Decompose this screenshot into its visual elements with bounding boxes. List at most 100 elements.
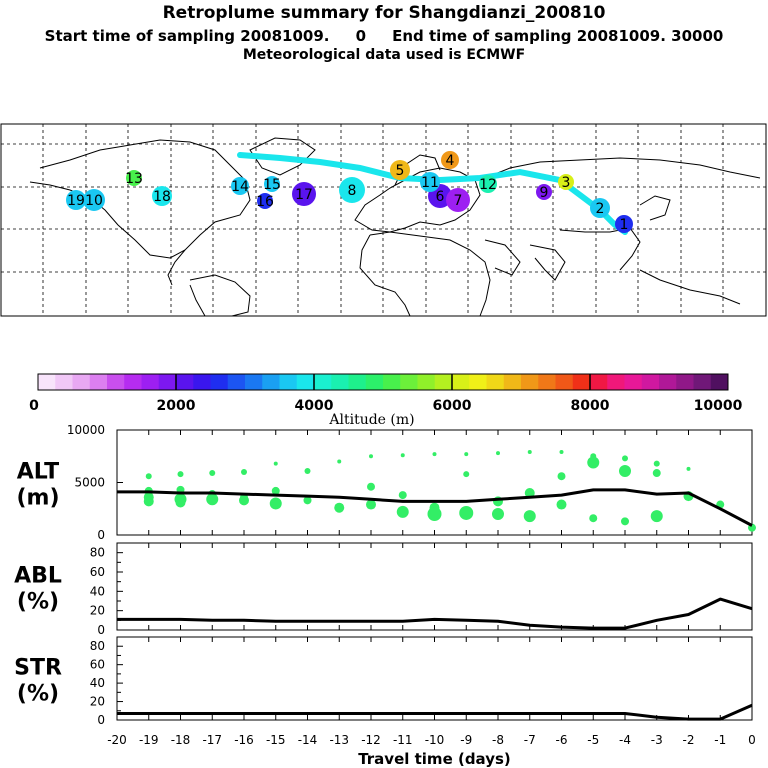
y-tick-label: 60 <box>90 658 105 672</box>
x-tick-label: -12 <box>361 733 381 747</box>
colorbar-box <box>296 374 315 390</box>
x-tick-label: -4 <box>619 733 631 747</box>
colorbar-box <box>607 374 625 390</box>
colorbar-box <box>331 374 349 390</box>
plume-day-label: 4 <box>446 153 455 169</box>
sampling-time-text: Start time of sampling 20081009. 0 End t… <box>44 27 724 45</box>
altitude-dot <box>492 508 504 520</box>
altitude-dot <box>241 469 247 475</box>
altitude-dot <box>175 497 186 508</box>
colorbar-box <box>158 374 177 390</box>
x-tick-label: -5 <box>587 733 599 747</box>
y-tick-label: 80 <box>90 639 105 653</box>
colorbar-box <box>245 374 263 390</box>
colorbar-box <box>89 374 108 390</box>
colorbar-box <box>72 374 91 390</box>
plume-day-label: 5 <box>396 163 405 179</box>
colorbar-box <box>659 374 677 390</box>
colorbar-box <box>262 374 280 390</box>
plume-bubble <box>83 189 105 211</box>
x-tick-label: -15 <box>266 733 286 747</box>
plume-bubble <box>420 172 440 192</box>
altitude-dot <box>459 505 474 520</box>
colorbar-tick-label: 4000 <box>295 398 334 414</box>
altitude-dot <box>427 507 442 521</box>
map-frame <box>0 123 767 317</box>
y-tick-label: 20 <box>90 695 105 709</box>
colorbar-box <box>124 374 142 390</box>
x-tick-label: -1 <box>714 733 726 747</box>
panel-frame <box>116 542 753 631</box>
colorbar-box <box>141 374 160 390</box>
altitude-dot <box>209 470 216 477</box>
altitude-dot <box>398 491 407 500</box>
plume-day-label: 17 <box>295 187 313 203</box>
y-tick-label: 60 <box>90 565 105 579</box>
x-tick-label: -7 <box>524 733 536 747</box>
plume-day-label: 19 <box>67 193 85 209</box>
altitude-dot <box>653 460 660 467</box>
plume-day-label: 15 <box>263 177 281 193</box>
plume-bubble <box>615 215 633 233</box>
colorbar-box <box>555 374 574 390</box>
panel-ylabel-line2: (%) <box>17 682 59 707</box>
colorbar-box <box>434 374 453 390</box>
plume-bubble <box>231 177 249 195</box>
colorbar-box <box>486 374 505 390</box>
panel-frame <box>116 636 753 721</box>
colorbar-tick-label: 6000 <box>433 398 472 414</box>
colorbar-box <box>417 374 436 390</box>
plume-day-label: 3 <box>562 175 571 191</box>
colorbar-box <box>55 374 73 390</box>
plume-bubble <box>590 198 610 218</box>
altitude-dot <box>337 459 342 464</box>
colorbar-box <box>314 374 332 390</box>
chart-title: Retroplume summary for Shangdianzi_20081… <box>162 3 606 23</box>
colorbar-box <box>521 374 539 390</box>
altitude-dot <box>400 453 405 458</box>
plume-day-label: 12 <box>479 177 497 193</box>
y-tick-label: 5000 <box>74 476 105 490</box>
colorbar-box <box>452 374 470 390</box>
plume-day-label: 16 <box>256 194 274 210</box>
altitude-dot <box>621 517 629 526</box>
panel-ylabel-line2: (m) <box>16 486 59 511</box>
plume-day-label: 1 <box>620 217 629 233</box>
y-tick-label: 20 <box>90 604 105 618</box>
plume-bubble <box>152 186 172 206</box>
colorbar-box <box>590 374 608 390</box>
plume-bubble <box>257 193 273 209</box>
plume-bubble <box>264 176 280 192</box>
panel-ylabel-line2: (%) <box>17 590 59 615</box>
altitude-dot <box>334 502 345 513</box>
altitude-dot <box>559 450 564 455</box>
plume-bubble <box>292 182 316 206</box>
altitude-dot <box>686 466 691 471</box>
colorbar-box <box>469 374 487 390</box>
series-line-abl <box>117 597 753 630</box>
x-tick-label: -17 <box>202 733 222 747</box>
colorbar-box <box>503 374 522 390</box>
altitude-dot <box>589 514 598 523</box>
altitude-dot <box>239 495 249 506</box>
colorbar-box <box>641 374 660 390</box>
altitude-dot <box>556 499 567 510</box>
plume-day-label: 2 <box>596 201 605 217</box>
altitude-dot <box>523 510 536 523</box>
colorbar-box <box>693 374 712 390</box>
plume-day-label: 14 <box>231 179 249 195</box>
plume-bubble <box>126 170 142 186</box>
altitude-dot <box>464 452 469 457</box>
colorbar-box <box>193 374 211 390</box>
colorbar-box <box>210 374 229 390</box>
colorbar-box <box>400 374 418 390</box>
altitude-dot <box>269 497 282 510</box>
altitude-dot <box>463 471 470 478</box>
plume-day-label: 18 <box>153 189 171 205</box>
panel-ylabel-line1: ABL <box>14 564 62 589</box>
panel-abl: 80 60 40 20 0 ABL(%) <box>14 542 753 637</box>
colorbar-box <box>538 374 556 390</box>
plume-day-label: 7 <box>454 193 463 209</box>
altitude-dot <box>396 505 409 518</box>
